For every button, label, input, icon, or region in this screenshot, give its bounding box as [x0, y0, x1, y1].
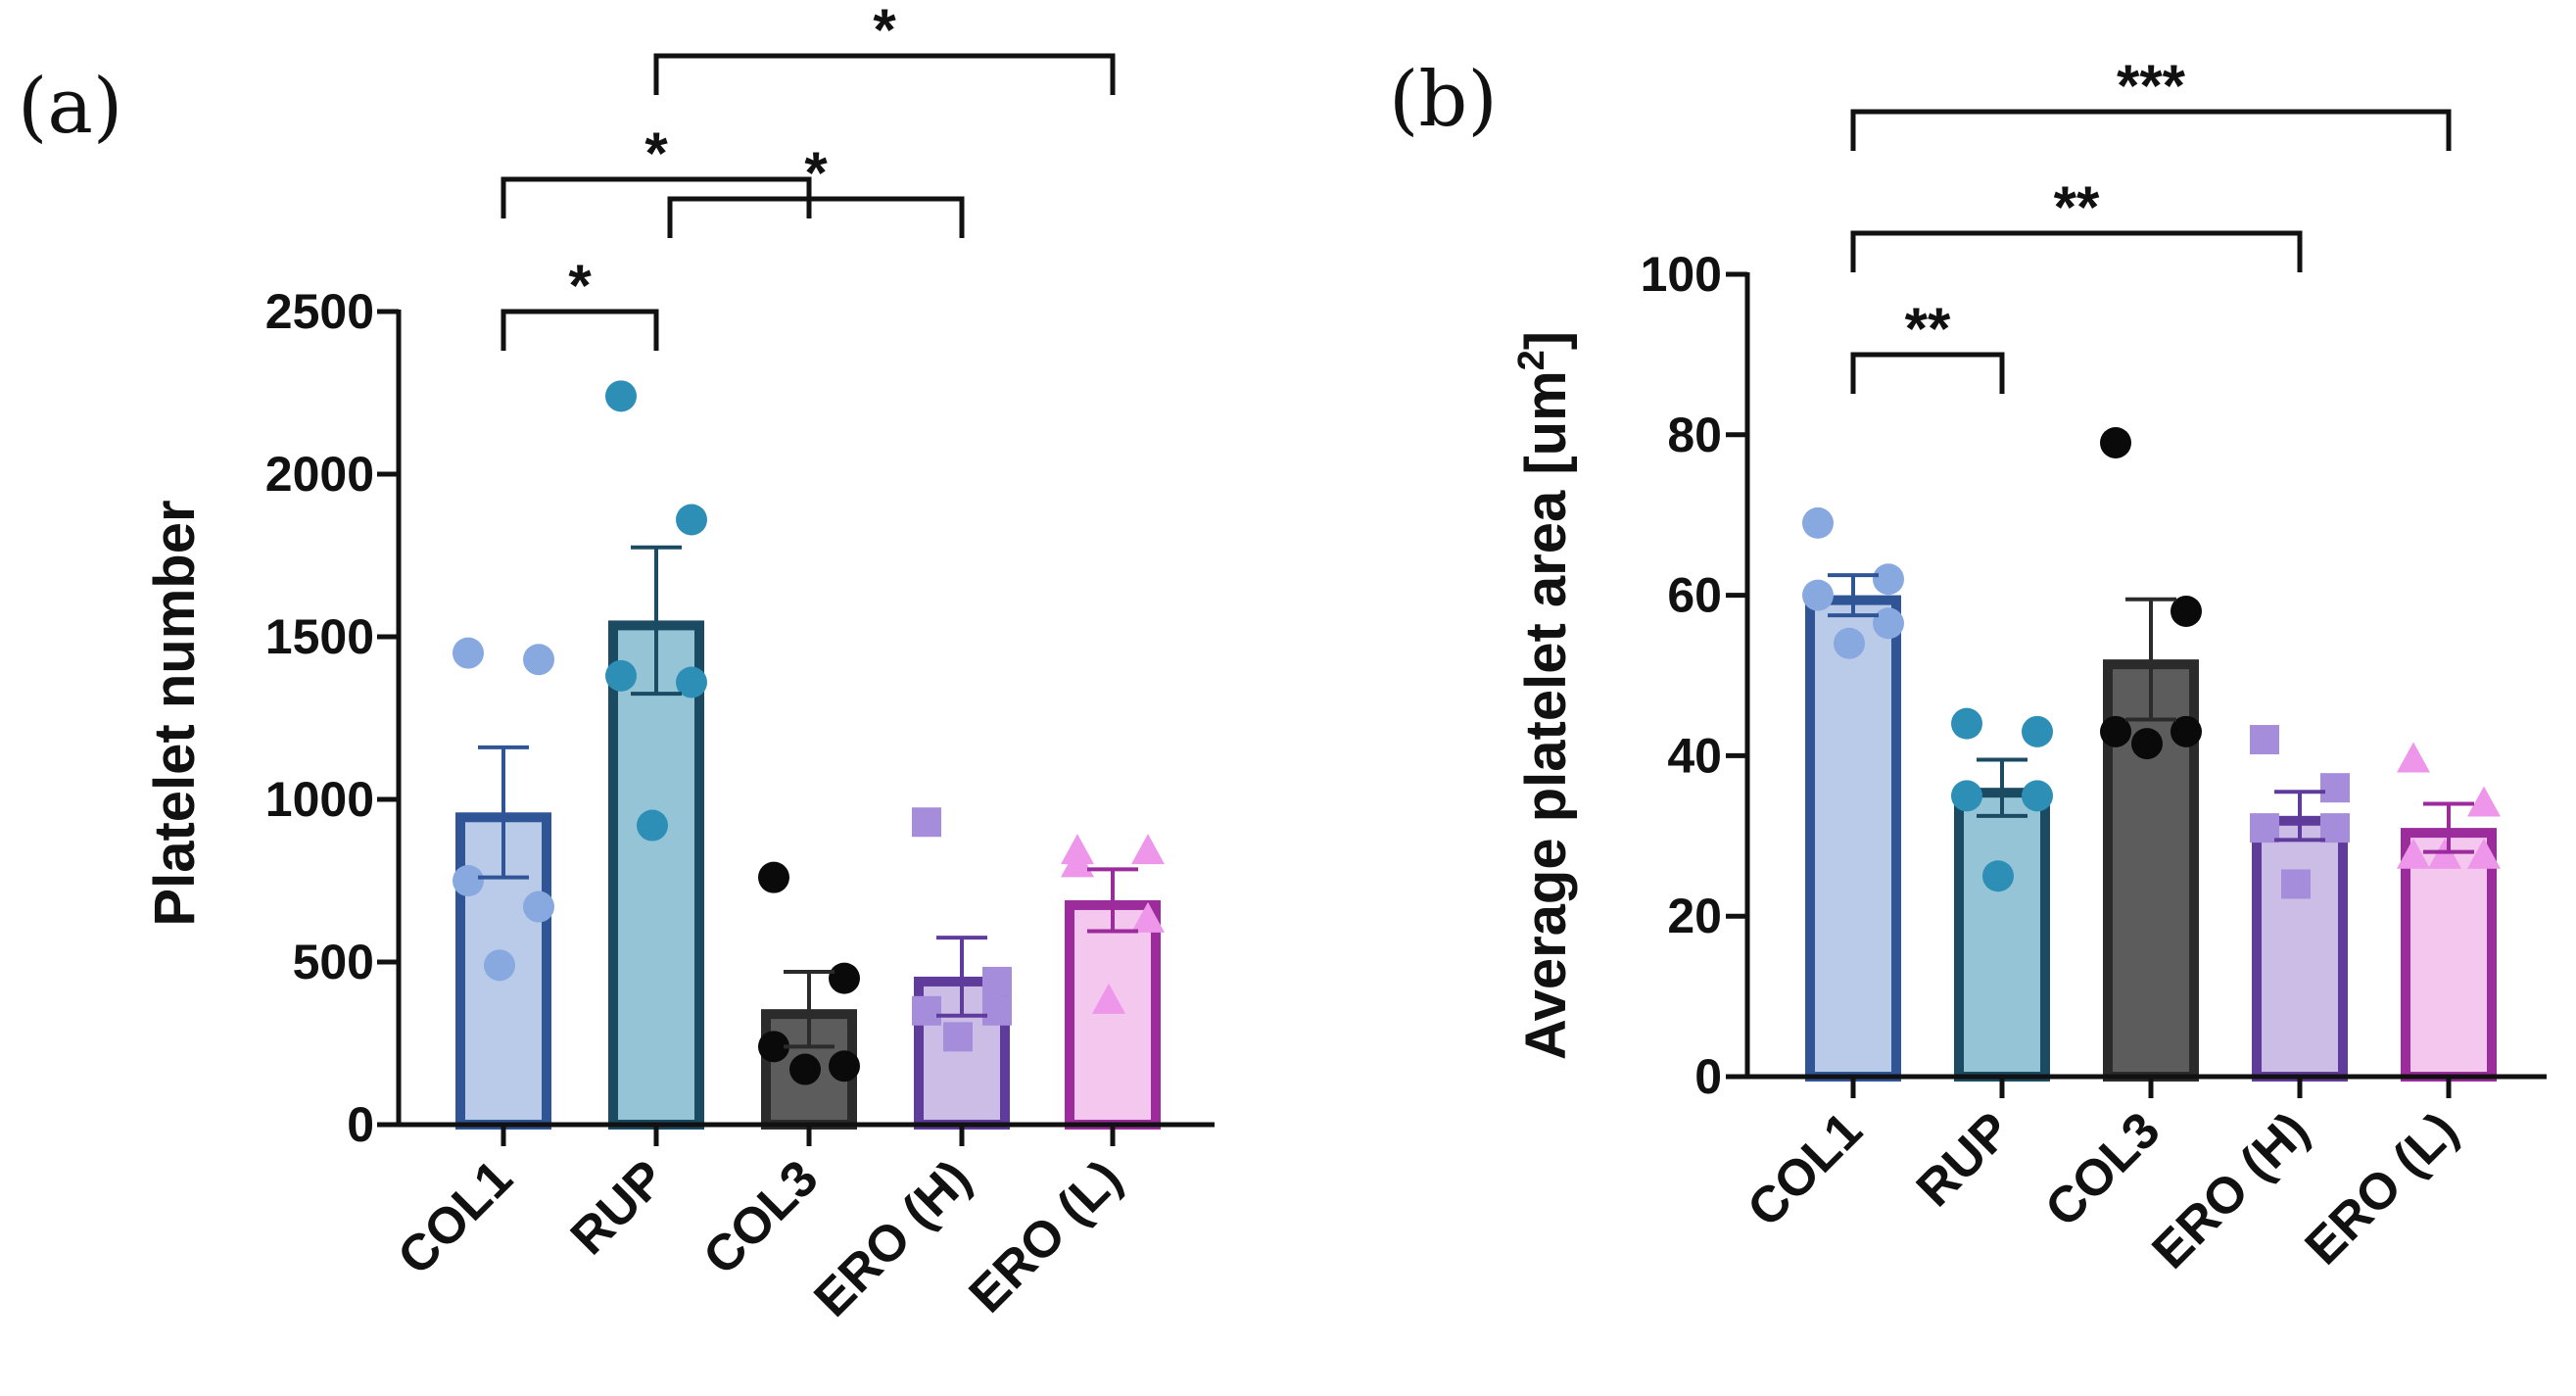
sig-bracket-a-2: [501, 176, 812, 218]
sig-label-a-3: *: [873, 0, 896, 63]
point-a-2-2: [758, 1031, 789, 1063]
panel-label-a: (a): [18, 63, 122, 151]
x-tick-label-b-4: ERO (L): [2295, 1101, 2469, 1276]
point-a-0-4: [484, 949, 515, 982]
point-b-0-3: [1873, 607, 1904, 640]
y-axis-title-b: Average platelet area [um2]: [1511, 331, 1578, 1060]
point-b-2-1: [2171, 595, 2202, 627]
y-tick-label-b-0: 0: [1694, 1049, 1722, 1104]
bar-b-1: [1954, 788, 2050, 1082]
point-a-0-1: [523, 644, 554, 676]
x-tick-label-b-1: RUP: [1906, 1101, 2023, 1218]
point-a-1-3: [676, 666, 707, 698]
point-b-0-1: [1873, 563, 1904, 596]
point-a-4-2: [1061, 846, 1094, 878]
point-b-2-3: [2171, 715, 2202, 747]
point-b-1-4: [1982, 860, 2014, 892]
y-tick-label-b-3: 60: [1667, 568, 1722, 623]
panel-label-b: (b): [1389, 56, 1498, 144]
point-a-1-2: [605, 659, 637, 692]
y-axis-title-a: Platelet number: [143, 500, 207, 926]
sig-bracket-b-1: [1850, 230, 2303, 272]
point-a-3-3: [982, 995, 1012, 1026]
y-tick-label-b-5: 100: [1641, 247, 1722, 302]
y-axis-title-b-sup: 2: [1511, 350, 1552, 370]
bar-b-0: [1805, 595, 1901, 1082]
point-a-1-4: [637, 809, 668, 842]
point-b-4-1: [2467, 786, 2501, 817]
point-b-4-3: [2467, 838, 2501, 869]
bar-a-4: [1065, 899, 1161, 1130]
point-a-2-1: [829, 962, 860, 994]
point-b-3-4: [2281, 869, 2311, 899]
x-tick-label-a-4: ERO (L): [959, 1149, 1133, 1324]
y-axis-title-b-main: Average platelet area [um: [1514, 370, 1578, 1060]
point-a-2-3: [829, 1050, 860, 1083]
sig-bracket-b-0: [1850, 352, 2005, 394]
point-a-1-0: [605, 380, 637, 412]
sig-label-a-2: *: [644, 120, 668, 186]
point-b-1-0: [1951, 707, 1982, 740]
point-a-2-0: [758, 861, 789, 893]
point-b-1-1: [2022, 715, 2053, 747]
point-b-0-0: [1802, 506, 1834, 539]
y-tick-label-a-4: 2000: [265, 447, 374, 502]
sig-label-a-0: *: [568, 253, 592, 318]
point-b-0-2: [1802, 579, 1834, 611]
sig-label-b-2: ***: [2117, 53, 2186, 119]
x-tick-label-a-2: COL3: [692, 1149, 829, 1285]
sig-bracket-a-3: [653, 53, 1116, 95]
point-a-0-2: [453, 865, 484, 896]
y-tick-label-b-4: 80: [1667, 408, 1722, 462]
x-tick-label-b-0: COL1: [1737, 1101, 1873, 1237]
point-b-2-2: [2100, 715, 2131, 747]
bar-a-1: [608, 620, 704, 1131]
x-tick-label-a-3: ERO (H): [804, 1149, 982, 1327]
point-a-4-4: [1092, 983, 1125, 1014]
point-b-3-1: [2320, 773, 2350, 803]
y-tick-label-a-2: 1000: [265, 772, 374, 827]
point-b-3-0: [2250, 725, 2279, 755]
point-a-3-2: [912, 995, 941, 1026]
sig-bracket-a-0: [501, 309, 659, 351]
point-a-4-3: [1131, 901, 1165, 933]
point-a-3-0: [912, 807, 941, 838]
point-b-1-3: [2022, 780, 2053, 812]
point-b-0-4: [1834, 627, 1865, 659]
x-tick-label-a-1: RUP: [560, 1149, 677, 1266]
y-tick-label-a-1: 500: [293, 935, 374, 989]
point-b-2-4: [2131, 728, 2163, 760]
point-a-2-4: [789, 1053, 821, 1085]
point-b-3-3: [2320, 813, 2350, 843]
sig-label-b-1: **: [2054, 174, 2100, 240]
point-b-4-2: [2397, 838, 2430, 869]
x-tick-label-a-0: COL1: [387, 1149, 523, 1285]
y-tick-label-b-2: 40: [1667, 728, 1722, 783]
sig-label-b-0: **: [1905, 296, 1951, 361]
y-tick-label-a-3: 1500: [265, 609, 374, 664]
point-a-3-1: [982, 966, 1012, 996]
x-tick-label-b-3: ERO (H): [2142, 1101, 2320, 1279]
point-b-4-0: [2397, 742, 2430, 773]
sig-bracket-b-2: [1850, 109, 2452, 151]
point-a-1-1: [676, 504, 707, 536]
x-tick-label-b-2: COL3: [2034, 1101, 2171, 1237]
bar-b-3: [2252, 815, 2348, 1082]
point-a-0-3: [523, 891, 554, 923]
point-a-0-0: [453, 637, 484, 669]
point-b-2-0: [2100, 426, 2131, 458]
sig-bracket-a-1: [667, 196, 965, 238]
y-tick-label-b-1: 20: [1667, 889, 1722, 943]
point-b-3-2: [2250, 813, 2279, 843]
y-axis-title-b-end: ]: [1514, 331, 1578, 350]
point-a-4-1: [1131, 834, 1165, 865]
bar-b-4: [2401, 828, 2497, 1082]
y-tick-label-a-5: 2500: [265, 284, 374, 339]
point-a-3-4: [943, 1022, 973, 1052]
y-tick-label-a-0: 0: [347, 1097, 374, 1152]
point-b-1-2: [1951, 780, 1982, 812]
